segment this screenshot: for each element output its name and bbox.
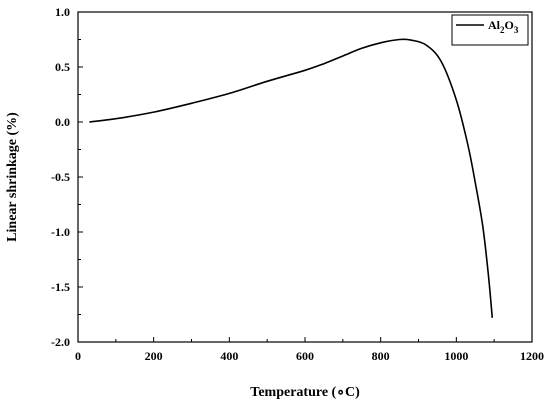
x-tick-label: 1000: [444, 349, 468, 363]
y-tick-label: -1.0: [51, 225, 70, 239]
y-axis-title: Linear shrinkage (%): [5, 112, 20, 242]
x-tick-label: 800: [372, 349, 390, 363]
y-tick-label: 1.0: [55, 5, 70, 19]
legend-box: [451, 14, 529, 46]
y-tick-label: -2.0: [51, 335, 70, 349]
y-tick-label: -0.5: [51, 170, 70, 184]
y-tick-label: 0.5: [55, 60, 70, 74]
legend: Al2O3: [451, 14, 529, 46]
x-axis-title: Temperature (∘C): [250, 385, 360, 400]
plot-frame: [77, 11, 533, 343]
x-tick-label: 200: [145, 349, 163, 363]
series-line-al2o3: [89, 38, 494, 318]
x-tick-label: 400: [220, 349, 238, 363]
y-tick-label: -1.5: [51, 280, 70, 294]
x-tick-label: 0: [75, 349, 81, 363]
legend-label: Al2O3: [488, 18, 519, 35]
x-tick-label: 600: [296, 349, 314, 363]
x-axis-ticks: 0 200 400 600 800 1000 1200: [75, 337, 544, 363]
y-tick-label: 0.0: [55, 115, 70, 129]
x-tick-label: 1200: [520, 349, 544, 363]
y-axis-ticks: 1.0 0.5 0.0 -0.5 -1.0 -1.5 -2.0: [51, 5, 83, 349]
